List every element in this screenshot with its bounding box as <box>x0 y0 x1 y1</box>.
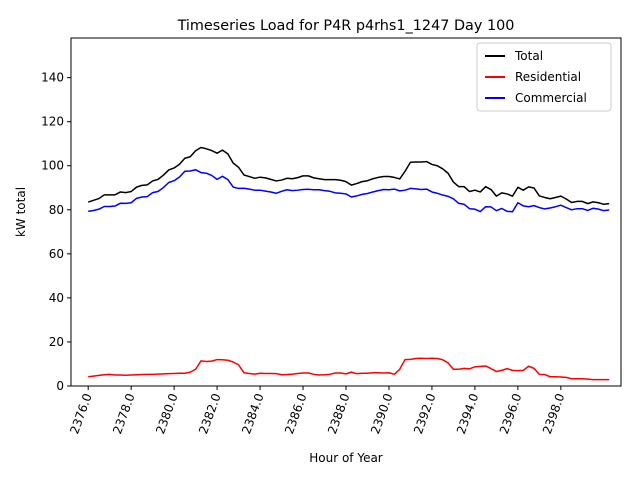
legend-label-total: Total <box>514 49 543 63</box>
y-axis-ticks: 0 20 40 60 80 100 120 140 <box>41 71 71 393</box>
y-tick-label: 20 <box>49 335 64 349</box>
y-tick-label: 40 <box>49 291 64 305</box>
x-axis-label: Hour of Year <box>309 451 383 465</box>
legend-label-residential: Residential <box>515 70 581 84</box>
chart-title: Timeseries Load for P4R p4rhs1_1247 Day … <box>177 18 515 34</box>
legend: Total Residential Commercial <box>476 42 612 112</box>
series-layer <box>87 146 610 381</box>
y-axis-label: kW total <box>14 187 28 237</box>
series-line-total <box>87 146 610 206</box>
y-tick-label: 60 <box>49 247 64 261</box>
y-tick-label: 140 <box>41 71 64 85</box>
y-tick-label: 100 <box>41 159 64 173</box>
y-tick-label: 80 <box>49 203 64 217</box>
series-line-commercial <box>88 168 610 213</box>
legend-label-commercial: Commercial <box>515 91 587 105</box>
y-tick-label: 0 <box>56 379 64 393</box>
legend-box <box>476 42 612 112</box>
y-tick-label: 120 <box>41 115 64 129</box>
series-line-residential <box>88 357 610 381</box>
